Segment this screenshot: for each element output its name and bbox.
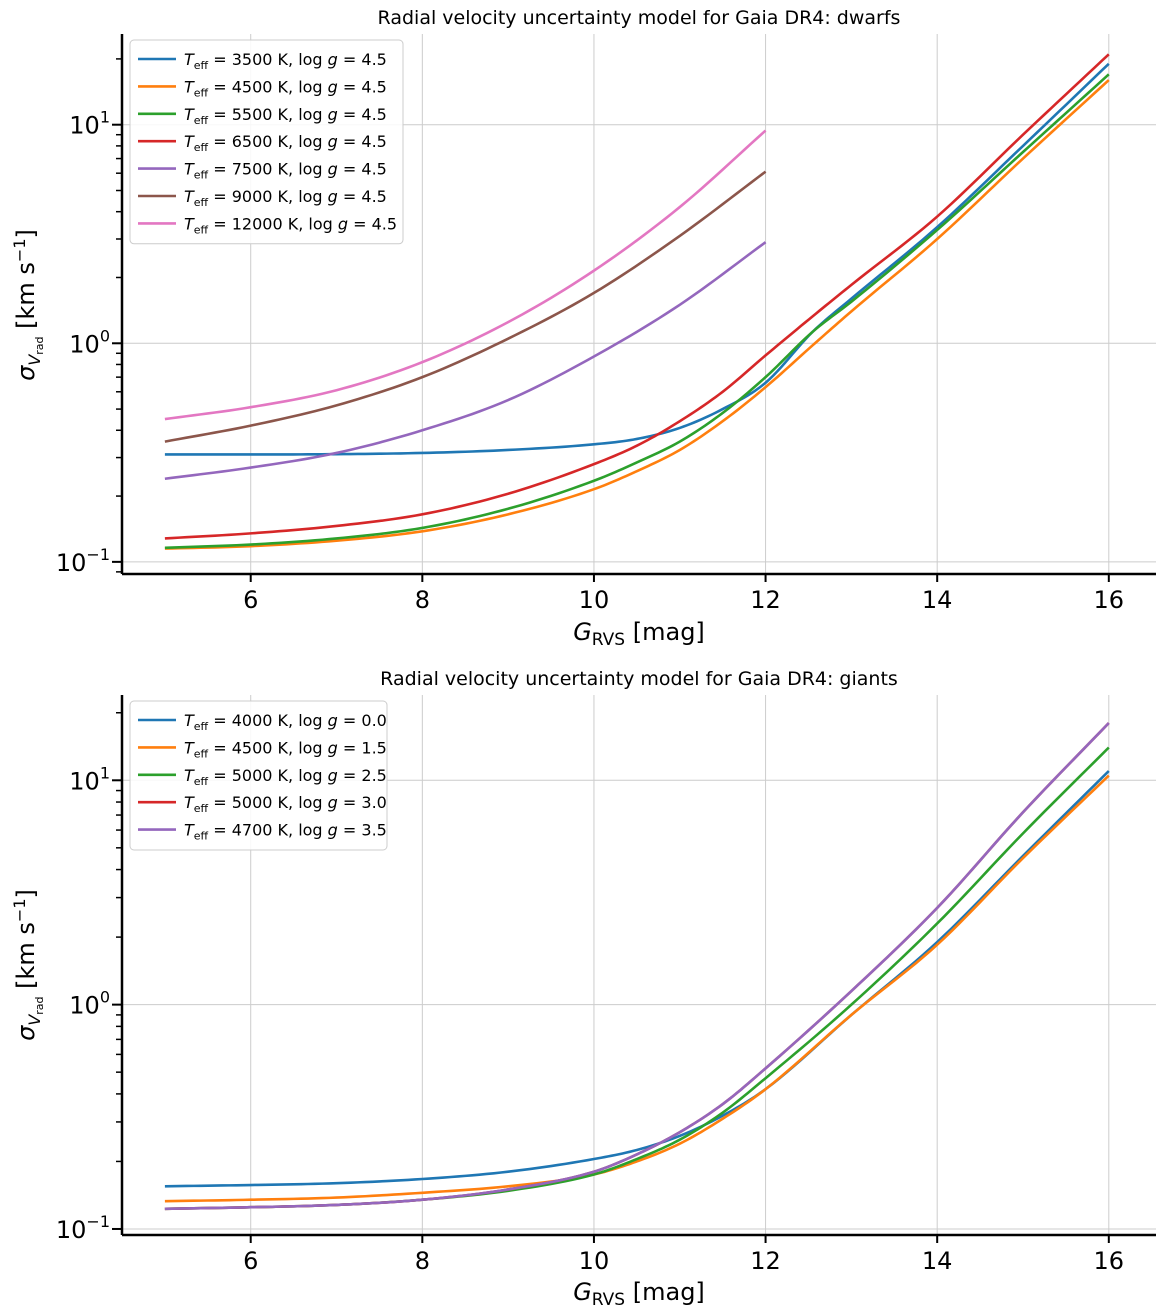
chart-title: Radial velocity uncertainty model for Ga…	[378, 7, 901, 29]
legend: Teff = 4000 K, log g = 0.0 Teff = 4500 K,…	[129, 700, 388, 851]
x-tick-label: 16	[1094, 586, 1125, 614]
legend-entry: Teff = 12000 K, log g = 4.5	[184, 214, 397, 236]
legend-entry: Teff = 5000 K, log g = 2.5	[184, 766, 387, 788]
legend-box	[129, 700, 388, 851]
series-line	[164, 241, 767, 481]
legend: Teff = 3500 K, log g = 4.5 Teff = 4500 K,…	[129, 39, 404, 245]
giants-panel: Radial velocity uncertainty model for Ga…	[10, 668, 1156, 1310]
ticks: 6 8 10 12 14 16 10−1 100 101	[56, 712, 1125, 1275]
series-line	[164, 73, 1110, 550]
x-axis-label: GRVS [mag]	[573, 1278, 705, 1310]
x-tick-label: 8	[415, 1247, 430, 1275]
ticks: 6 8 10 12 14 16 10−1 100 101	[56, 58, 1125, 614]
series-line	[164, 170, 767, 443]
x-tick-label: 6	[243, 586, 258, 614]
x-tick-label: 14	[922, 586, 953, 614]
y-tick-label: 10−1	[56, 1212, 110, 1244]
x-tick-label: 10	[579, 586, 610, 614]
series-line	[164, 129, 767, 421]
dwarfs-panel: Radial velocity uncertainty model for Ga…	[10, 7, 1156, 650]
chart-title: Radial velocity uncertainty model for Ga…	[380, 668, 898, 690]
series-line	[164, 722, 1110, 1211]
legend-entry: Teff = 4700 K, log g = 3.5	[184, 821, 387, 843]
x-tick-label: 6	[243, 1247, 258, 1275]
x-axis-label: GRVS [mag]	[573, 618, 705, 650]
x-tick-label: 12	[750, 586, 781, 614]
y-tick-label: 101	[69, 763, 110, 795]
legend-entry: Teff = 5500 K, log g = 4.5	[184, 105, 387, 127]
y-axis-label: σVrad [km s−1]	[10, 229, 46, 381]
legend-entry: Teff = 4500 K, log g = 4.5	[184, 77, 387, 99]
legend-entry: Teff = 3500 K, log g = 4.5	[184, 50, 387, 72]
series-line	[164, 62, 1110, 456]
legend-entry: Teff = 7500 K, log g = 4.5	[184, 160, 387, 182]
legend-entry: Teff = 9000 K, log g = 4.5	[184, 187, 387, 209]
legend-box	[129, 39, 404, 245]
x-tick-label: 10	[579, 1247, 610, 1275]
axes	[120, 695, 1156, 1237]
grid	[122, 34, 1156, 574]
legend-entry: Teff = 4500 K, log g = 1.5	[184, 738, 387, 760]
y-tick-label: 100	[69, 988, 110, 1020]
series-line	[164, 79, 1110, 550]
series-line	[164, 774, 1110, 1203]
y-axis-label: σVrad [km s−1]	[10, 889, 46, 1041]
x-tick-label: 8	[415, 586, 430, 614]
y-tick-label: 10−1	[56, 545, 110, 577]
y-tick-label: 101	[69, 108, 110, 140]
series-group	[164, 722, 1110, 1211]
y-tick-label: 100	[69, 326, 110, 358]
x-tick-label: 14	[922, 1247, 953, 1275]
x-tick-label: 12	[750, 1247, 781, 1275]
series-line	[164, 53, 1110, 540]
legend-entry: Teff = 4000 K, log g = 0.0	[184, 711, 387, 733]
series-group	[164, 53, 1110, 550]
legend-entry: Teff = 5000 K, log g = 3.0	[184, 793, 387, 815]
legend-entry: Teff = 6500 K, log g = 4.5	[184, 132, 387, 154]
x-tick-label: 16	[1094, 1247, 1125, 1275]
